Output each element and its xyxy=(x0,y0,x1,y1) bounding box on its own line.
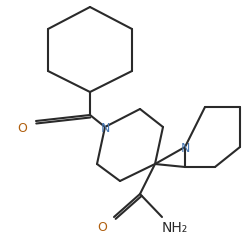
Text: O: O xyxy=(17,121,27,134)
Text: N: N xyxy=(100,121,110,134)
Text: NH₂: NH₂ xyxy=(162,220,188,234)
Text: O: O xyxy=(97,220,107,234)
Text: N: N xyxy=(180,141,190,154)
